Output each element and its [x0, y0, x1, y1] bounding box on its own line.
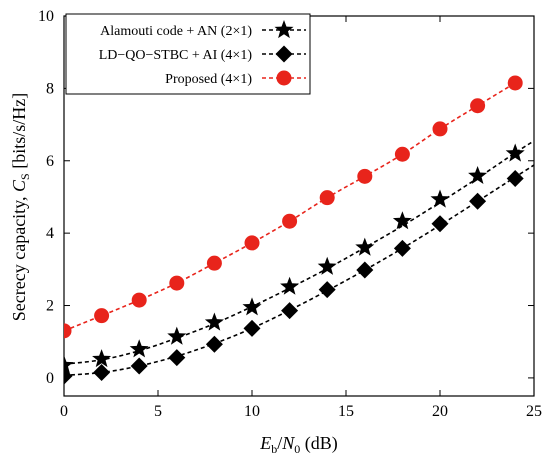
data-point-circle	[64, 323, 72, 339]
legend-marker-diamond	[275, 45, 293, 63]
x-tick-label: 5	[154, 403, 162, 420]
data-point-star	[129, 339, 149, 358]
series-diamond	[64, 164, 534, 385]
x-tick-label: 15	[338, 403, 354, 420]
data-point-circle	[206, 255, 222, 271]
data-point-star	[167, 326, 187, 345]
data-point-star	[204, 312, 224, 331]
data-point-star	[242, 297, 262, 316]
data-point-star	[355, 237, 375, 256]
data-point-circle	[319, 190, 335, 206]
legend-label: Alamouti code + AN (2×1)	[100, 24, 252, 39]
data-point-star	[317, 256, 337, 275]
data-point-star	[430, 189, 450, 208]
y-tick-label: 2	[46, 298, 54, 315]
series-star	[64, 140, 534, 374]
series-line	[64, 82, 516, 332]
data-point-diamond	[318, 281, 336, 299]
axis-ticks: 0 5 10 15 20 25 0 2 4 6 8 10	[38, 8, 542, 420]
x-tick-label: 20	[432, 403, 448, 420]
data-point-star	[92, 349, 112, 368]
legend-marker-circle	[276, 70, 292, 86]
data-point-star	[468, 165, 488, 185]
y-tick-label: 10	[38, 8, 54, 25]
data-point-circle	[357, 168, 373, 184]
legend-label: LD−QO−STBC + AI (4×1)	[99, 48, 253, 63]
data-point-star	[280, 276, 300, 295]
data-point-diamond	[393, 239, 411, 257]
data-point-circle	[470, 98, 486, 114]
data-point-star	[505, 143, 525, 162]
data-point-circle	[282, 213, 298, 229]
data-point-diamond	[469, 192, 487, 210]
data-point-diamond	[356, 261, 374, 279]
x-tick-label: 0	[60, 403, 68, 420]
data-point-diamond	[93, 363, 111, 381]
data-point-diamond	[243, 319, 261, 337]
series-circle	[64, 75, 523, 339]
data-point-diamond	[64, 367, 73, 385]
data-point-diamond	[130, 357, 148, 375]
data-point-circle	[432, 121, 448, 137]
data-point-star	[64, 355, 74, 374]
data-point-circle	[394, 146, 410, 162]
legend-marker-star	[274, 20, 294, 39]
x-tick-label: 10	[244, 403, 260, 420]
x-axis-label: Eb/N0 (dB)	[259, 433, 338, 456]
data-point-circle	[94, 308, 110, 324]
data-point-diamond	[168, 349, 186, 367]
legend: Alamouti code + AN (2×1) LD−QO−STBC + AI …	[65, 13, 311, 95]
y-tick-label: 4	[46, 225, 54, 242]
data-point-star	[392, 211, 412, 230]
data-point-diamond	[205, 335, 223, 353]
y-tick-label: 6	[46, 153, 54, 170]
data-point-circle	[244, 235, 260, 251]
data-point-circle	[131, 292, 147, 308]
x-tick-label: 25	[526, 403, 542, 420]
data-point-diamond	[281, 302, 299, 320]
data-point-diamond	[506, 169, 524, 187]
series-line	[64, 140, 534, 365]
data-point-circle	[169, 275, 185, 291]
legend-label: Proposed (4×1)	[165, 72, 252, 87]
y-tick-label: 0	[46, 370, 54, 387]
series-line	[64, 164, 534, 377]
series-layer	[64, 75, 534, 385]
data-point-circle	[507, 75, 523, 91]
data-point-diamond	[431, 215, 449, 233]
y-axis-label: Secrecy capacity, CS [bits/s/Hz]	[9, 93, 32, 321]
y-tick-label: 8	[46, 80, 54, 97]
